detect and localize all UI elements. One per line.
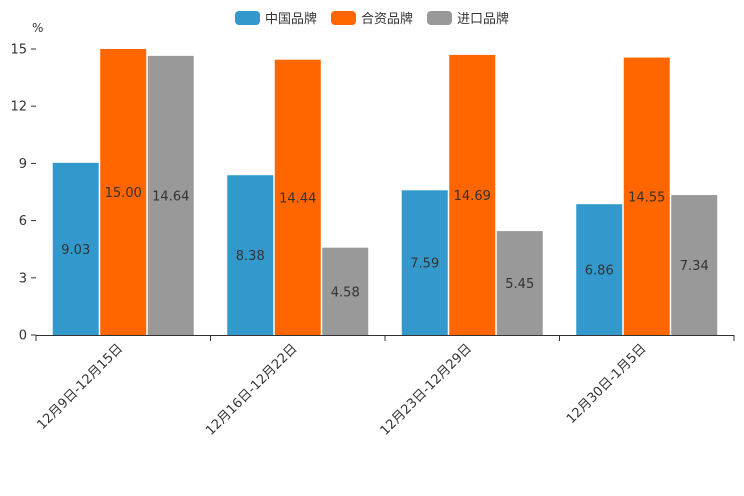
bar-value-label: 14.69 — [454, 189, 491, 204]
y-tick-label: 6 — [19, 214, 27, 229]
bar-value-label: 7.34 — [680, 259, 709, 274]
y-tick-label: 12 — [10, 100, 27, 115]
bar-value-label: 8.38 — [236, 249, 265, 264]
x-tick-label: 12月16日-12月22日 — [203, 341, 300, 438]
bar — [623, 57, 670, 336]
bar — [671, 195, 718, 335]
bar — [322, 247, 369, 335]
bar — [227, 175, 274, 335]
y-tick-label: 3 — [19, 271, 27, 286]
legend-item-joint-venture-brand[interactable]: 合资品牌 — [330, 8, 413, 27]
bar — [100, 49, 147, 335]
bar — [52, 162, 99, 335]
bar-value-label: 9.03 — [61, 243, 90, 258]
bar-value-label: 14.44 — [279, 191, 316, 206]
y-axis-unit: % — [32, 21, 44, 35]
y-tick-label: 0 — [19, 329, 27, 344]
legend-label-imported-brand: 进口品牌 — [457, 12, 510, 27]
bar — [449, 54, 496, 335]
x-tick-label: 12月9日-12月15日 — [34, 341, 126, 433]
bar — [147, 55, 194, 335]
bar-value-label: 14.55 — [628, 190, 665, 205]
bar-value-label: 15.00 — [105, 186, 142, 201]
bar — [576, 204, 623, 335]
legend-swatch-imported-brand — [427, 10, 452, 25]
legend-swatch-joint-venture-brand — [330, 10, 356, 25]
y-tick-label: 9 — [19, 157, 27, 172]
legend-label-china-brand: 中国品牌 — [264, 12, 317, 27]
bar-value-label: 5.45 — [505, 277, 534, 292]
bar — [496, 231, 543, 335]
x-tick-label: 12月23日-12月29日 — [378, 341, 475, 438]
bar-value-label: 4.58 — [331, 285, 360, 300]
y-tick-label: 15 — [10, 43, 27, 58]
bar-value-label: 6.86 — [585, 264, 614, 279]
legend-label-joint-venture-brand: 合资品牌 — [360, 12, 413, 27]
bar — [274, 59, 321, 335]
legend: 中国品牌 合资品牌 进口品牌 — [0, 8, 744, 27]
bar — [401, 190, 448, 335]
legend-item-imported-brand[interactable]: 进口品牌 — [427, 8, 509, 27]
x-tick-label: 12月30日-1月5日 — [564, 341, 650, 427]
bar-value-label: 7.59 — [410, 257, 439, 272]
legend-item-china-brand[interactable]: 中国品牌 — [234, 8, 317, 27]
bar-value-label: 14.64 — [152, 189, 189, 204]
legend-swatch-china-brand — [234, 10, 260, 25]
